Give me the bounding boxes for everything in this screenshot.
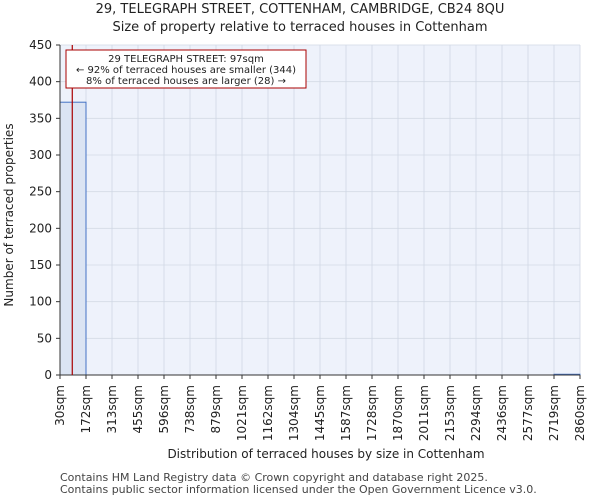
axes: 0 50 100 150 200 250 300 350 400 450 30sqm 172sqm 31… [29, 38, 587, 441]
x-tick-label: 738sqm [183, 385, 197, 433]
x-tick-label: 1162sqm [261, 385, 275, 441]
x-tick-label: 2011sqm [417, 385, 431, 441]
x-tick-label: 1870sqm [391, 385, 405, 441]
grid-lines [59, 44, 581, 376]
y-tick-label: 150 [29, 258, 52, 272]
x-tick-label: 596sqm [157, 385, 171, 433]
y-tick-label: 50 [37, 331, 52, 345]
x-tick-label: 2436sqm [495, 385, 509, 441]
chart-title: 29, TELEGRAPH STREET, COTTENHAM, CAMBRID… [95, 2, 505, 17]
footer: Contains HM Land Registry data © Crown c… [60, 472, 537, 496]
histogram-bar [59, 101, 87, 376]
x-tick-label: 2153sqm [443, 385, 457, 441]
y-tick-label: 400 [29, 75, 52, 89]
x-tick-label: 1587sqm [339, 385, 353, 441]
y-axis-label: Number of terraced properties [2, 123, 16, 306]
x-tick-label: 313sqm [105, 385, 119, 433]
y-tick-label: 450 [29, 38, 52, 52]
annotation-line: 8% of terraced houses are larger (28) → [86, 76, 286, 87]
y-tick-label: 0 [44, 368, 52, 382]
y-tick-label: 350 [29, 111, 52, 125]
x-tick-label: 1021sqm [235, 385, 249, 441]
y-tick-label: 200 [29, 221, 52, 235]
annotation-box [65, 49, 307, 89]
annotation-line: 29 TELEGRAPH STREET: 97sqm [108, 54, 264, 65]
x-tick-label: 1445sqm [313, 385, 327, 441]
x-tick-label: 2577sqm [521, 385, 535, 441]
x-axis-label: Distribution of terraced houses by size … [167, 447, 484, 461]
chart-subtitle: Size of property relative to terraced ho… [112, 20, 488, 35]
x-tick-label: 2294sqm [469, 385, 483, 441]
y-tick-label: 250 [29, 185, 52, 199]
x-tick-label: 2860sqm [573, 385, 587, 441]
y-tick-label: 300 [29, 148, 52, 162]
x-tick-label: 1304sqm [287, 385, 301, 441]
y-tick-label: 100 [29, 295, 52, 309]
marker: 29 TELEGRAPH STREET: 97sqm← 92% of terra… [65, 45, 307, 375]
x-tick-label: 30sqm [53, 385, 67, 426]
footer-line-1: Contains HM Land Registry data © Crown c… [60, 471, 488, 484]
footer-line-2: Contains public sector information licen… [60, 483, 537, 496]
annotation-line: ← 92% of terraced houses are smaller (34… [76, 65, 296, 76]
x-tick-label: 172sqm [79, 385, 93, 433]
x-tick-label: 455sqm [131, 385, 145, 433]
x-tick-label: 879sqm [209, 385, 223, 433]
x-tick-label: 1728sqm [365, 385, 379, 441]
x-tick-label: 2719sqm [547, 385, 561, 441]
